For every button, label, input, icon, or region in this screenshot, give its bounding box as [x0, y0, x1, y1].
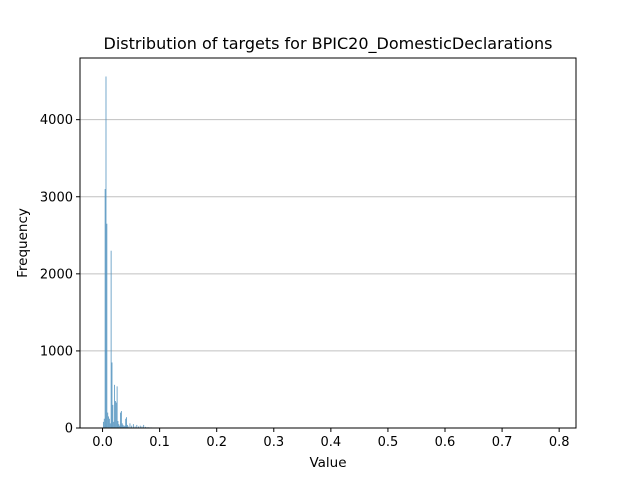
histogram-bar	[123, 426, 125, 428]
histogram-bar	[105, 76, 107, 428]
histogram-bar	[126, 417, 127, 428]
histogram-bar	[120, 412, 121, 428]
y-axis-ticks: 0 1000 2000 3000 4000	[40, 113, 80, 437]
x-tick-label: 0.7	[492, 435, 513, 450]
y-tick-label: 0	[65, 422, 73, 437]
histogram-bar	[102, 421, 104, 428]
histogram-bar	[120, 411, 122, 428]
x-tick-label: 0.3	[263, 435, 284, 450]
histogram-bar	[108, 418, 110, 428]
histogram-bar	[122, 424, 124, 428]
x-tick-label: 0.2	[206, 435, 227, 450]
histogram-bar	[115, 402, 117, 428]
histogram-bar	[106, 223, 108, 428]
x-tick-label: 0.8	[549, 435, 570, 450]
histogram-bar	[132, 424, 134, 428]
histogram-bar	[143, 424, 145, 428]
gridlines	[80, 119, 576, 352]
y-tick-label: 3000	[40, 190, 73, 205]
histogram-bar	[144, 426, 146, 428]
plot-frame	[79, 57, 577, 429]
x-axis-ticks: 0.0 0.1 0.2 0.3 0.4 0.5 0.6 0.7 0.8	[92, 428, 570, 450]
x-tick-label: 0.4	[321, 435, 342, 450]
histogram-bar	[103, 418, 105, 428]
histogram-bar	[127, 426, 129, 428]
histogram-bar	[108, 416, 110, 428]
histogram-bar	[113, 421, 115, 428]
y-tick-label: 1000	[40, 344, 73, 359]
histogram-bar	[111, 362, 113, 428]
histogram-bar	[126, 424, 128, 428]
histogram-bars	[102, 76, 172, 428]
x-tick-label: 0.6	[435, 435, 456, 450]
histogram-bar	[117, 421, 119, 428]
histogram-bar	[129, 423, 131, 428]
y-tick-label: 2000	[40, 267, 73, 282]
histogram-bar	[109, 423, 111, 428]
chart-title: Distribution of targets for BPIC20_Domes…	[104, 34, 553, 54]
histogram-bar	[139, 425, 141, 428]
histogram-bar	[116, 386, 118, 428]
histogram-bar	[119, 425, 121, 428]
histogram-bar	[104, 189, 106, 428]
histogram-bar	[134, 426, 136, 428]
y-tick-label: 4000	[40, 113, 73, 128]
histogram-bar	[141, 426, 143, 428]
histogram-bar	[138, 426, 139, 428]
histogram-bar	[112, 404, 114, 428]
y-axis-label: Frequency	[15, 208, 31, 278]
x-tick-label: 0.0	[92, 435, 113, 450]
histogram-bar	[121, 423, 123, 428]
histogram-bar	[136, 424, 138, 428]
histogram-bar	[124, 425, 126, 428]
x-tick-label: 0.1	[149, 435, 170, 450]
histogram-bar	[107, 412, 109, 428]
histogram-bar	[114, 401, 116, 428]
histogram-bar	[118, 424, 120, 428]
histogram-bar	[125, 418, 127, 428]
histogram-bar	[131, 425, 133, 428]
histogram-bar	[110, 250, 112, 428]
x-axis-label: Value	[309, 455, 346, 471]
histogram-bar	[114, 384, 116, 428]
x-tick-label: 0.5	[378, 435, 399, 450]
